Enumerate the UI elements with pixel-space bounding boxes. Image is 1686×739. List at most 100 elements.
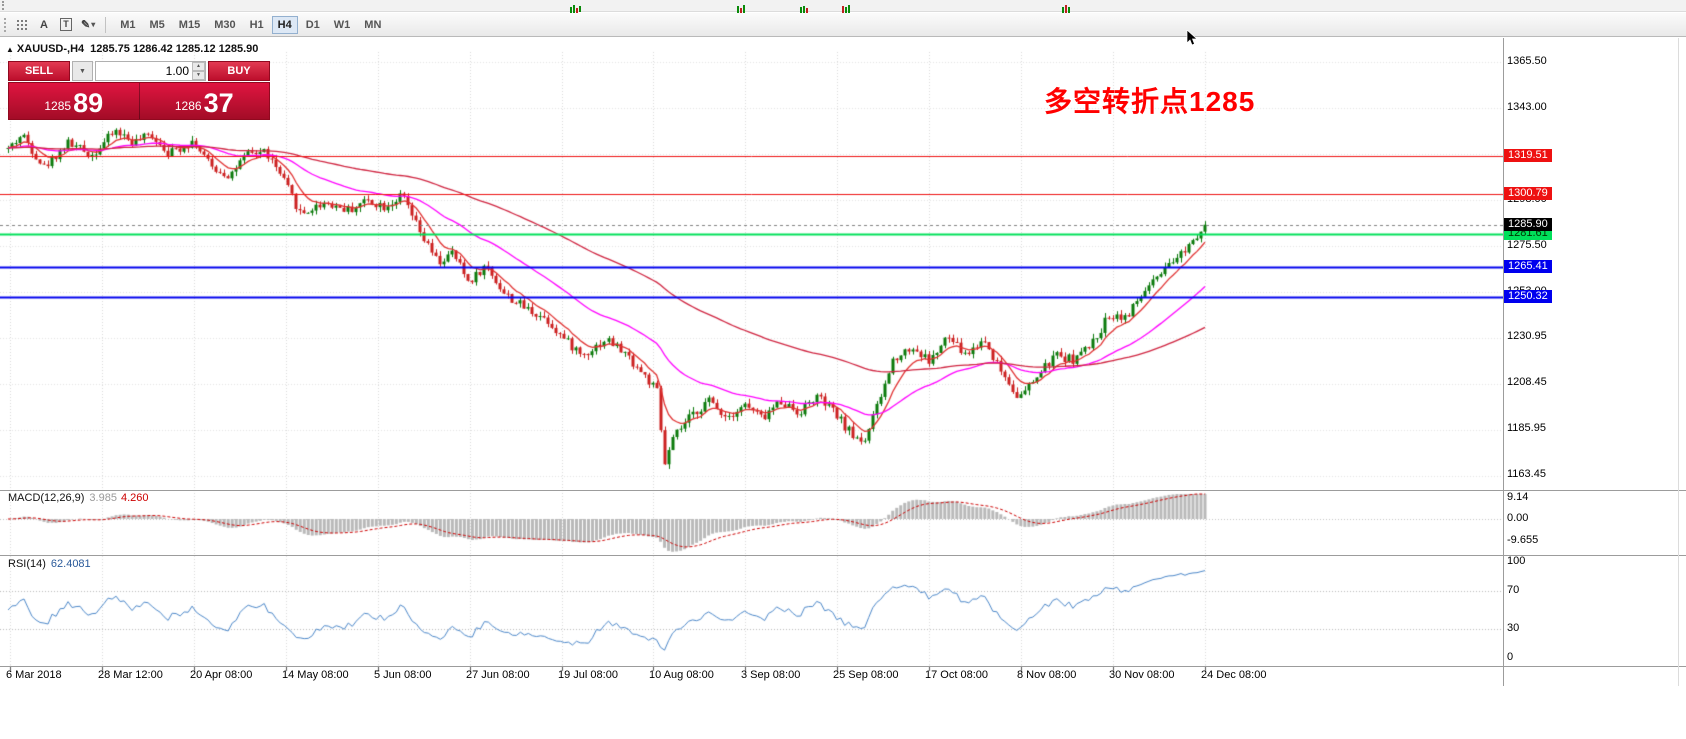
time-tick-label: 28 Mar 12:00: [98, 669, 163, 681]
bid-price[interactable]: 1285 89: [9, 83, 139, 119]
mini-chart-icon: [570, 1, 581, 13]
price-line-badge: 1250.32: [1504, 290, 1552, 303]
rsi-indicator-label: RSI(14) 62.4081: [8, 558, 91, 570]
timeframe-w1-button[interactable]: W1: [328, 16, 357, 34]
lot-value[interactable]: 1.00: [165, 64, 189, 78]
toolbar-drag-handle[interactable]: [2, 1, 4, 10]
time-tick-label: 27 Jun 08:00: [466, 669, 530, 681]
price-tick-label: 1185.95: [1507, 422, 1546, 434]
sell-button[interactable]: SELL: [8, 61, 70, 81]
bid-ask-display[interactable]: 1285 89 1286 37: [8, 82, 270, 120]
drawing-tool[interactable]: ✎ ▾: [78, 16, 98, 34]
rsi-axis-label: 70: [1507, 584, 1520, 596]
rsi-panel-splitter[interactable]: [0, 555, 1686, 556]
price-axis[interactable]: 1365.501343.001298.001275.501253.001230.…: [1504, 38, 1682, 686]
window-right-border: [1678, 38, 1679, 686]
text-label-tool[interactable]: T: [56, 16, 76, 34]
timeframe-group: M1 M5 M15 M30 H1 H4 D1 W1 MN: [113, 15, 388, 34]
price-line-badge: 1265.41: [1504, 260, 1552, 273]
time-tick-label: 8 Nov 08:00: [1017, 669, 1077, 681]
timeframe-mn-button[interactable]: MN: [358, 16, 387, 34]
bid-price-small: 1285: [44, 99, 72, 113]
time-axis[interactable]: 6 Mar 2018 28 Mar 12:00 20 Apr 08:00 14 May…: [0, 668, 1503, 686]
ask-price[interactable]: 1286 37: [138, 83, 270, 119]
buy-button[interactable]: BUY: [208, 61, 270, 81]
mini-chart-icon: [737, 1, 748, 13]
trade-controls-row: SELL ▼ 1.00 ▲ ▼ BUY: [8, 61, 270, 81]
macd-axis-label: -9.655: [1507, 534, 1539, 546]
time-tick-label: 14 May 08:00: [282, 669, 349, 681]
ask-price-big: 37: [203, 88, 234, 118]
mini-chart-icon: [800, 1, 811, 13]
lot-increase-button[interactable]: ▲: [192, 62, 205, 71]
price-tick-label: 1208.45: [1507, 376, 1547, 388]
lot-dropdown-button[interactable]: ▼: [72, 61, 93, 81]
macd-panel-splitter[interactable]: [0, 490, 1686, 491]
chevron-down-icon: ▼: [79, 67, 86, 75]
macd-axis-label: 0.00: [1507, 512, 1529, 524]
price-tick-label: 1163.45: [1507, 468, 1546, 480]
rsi-value: 62.4081: [50, 558, 91, 570]
price-chart-canvas[interactable]: [0, 38, 1503, 686]
time-tick-label: 19 Jul 08:00: [558, 669, 618, 681]
price-line-badge: 1319.51: [1504, 149, 1552, 162]
lot-size-field[interactable]: 1.00 ▲ ▼: [94, 61, 206, 81]
timeframe-d1-button[interactable]: D1: [300, 16, 326, 34]
rsi-axis-label: 100: [1507, 555, 1526, 567]
dots-grid-icon: [17, 19, 27, 30]
bid-price-big: 89: [73, 88, 104, 118]
timeframe-h4-button[interactable]: H4: [271, 15, 298, 34]
chart-annotation-text: 多空转折点1285: [1044, 86, 1256, 117]
crosshair-grid-icon[interactable]: [12, 16, 32, 34]
price-tick-label: 1275.50: [1507, 239, 1547, 251]
mouse-cursor: [1186, 30, 1198, 46]
mini-chart-icon: [1062, 1, 1073, 13]
time-tick-label: 5 Jun 08:00: [374, 669, 432, 681]
price-tick-label: 1343.00: [1507, 101, 1547, 113]
macd-main-value: 3.985: [89, 492, 117, 504]
price-line-badge: 1300.79: [1504, 187, 1552, 200]
time-axis-separator: [0, 666, 1686, 667]
price-axis-separator[interactable]: [1503, 38, 1504, 686]
timeframe-m5-button[interactable]: M5: [144, 16, 171, 34]
lot-decrease-button[interactable]: ▼: [192, 71, 205, 80]
lot-spinner: ▲ ▼: [192, 62, 205, 80]
collapse-triangle-icon[interactable]: ▲: [6, 45, 14, 54]
toolbar-separator: [105, 16, 107, 33]
symbol-ohlc-header: ▲ XAUUSD-,H4 1285.75 1286.42 1285.12 1285.…: [6, 43, 258, 55]
macd-signal-value: 4.260: [120, 492, 149, 504]
pencil-icon: ✎: [81, 19, 91, 31]
time-tick-label: 10 Aug 08:00: [649, 669, 714, 681]
ask-price-small: 1286: [174, 99, 202, 113]
rsi-axis-label: 0: [1507, 651, 1514, 663]
time-tick-label: 30 Nov 08:00: [1109, 669, 1175, 681]
macd-axis-label: 9.14: [1507, 491, 1529, 503]
one-click-trade-panel: SELL ▼ 1.00 ▲ ▼ BUY 1285 89 1286 37: [8, 61, 270, 120]
rsi-axis-label: 30: [1507, 622, 1520, 634]
text-label-glyph: T: [60, 18, 72, 31]
timeframe-m1-button[interactable]: M1: [114, 16, 141, 34]
timeframe-h1-button[interactable]: H1: [244, 16, 270, 34]
chevron-down-icon: ▾: [91, 20, 96, 29]
symbol-period-label: XAUUSD-,H4: [16, 43, 85, 55]
macd-indicator-label: MACD(12,26,9) 3.985 4.260: [8, 492, 148, 504]
macd-title: MACD(12,26,9): [8, 492, 85, 504]
time-tick-label: 6 Mar 2018: [6, 669, 62, 681]
top-toolbar-strip: [0, 0, 1686, 13]
time-tick-label: 24 Dec 08:00: [1201, 669, 1267, 681]
price-tick-label: 1365.50: [1507, 55, 1547, 67]
rsi-title: RSI(14): [8, 558, 46, 570]
time-tick-label: 25 Sep 08:00: [833, 669, 899, 681]
price-tick-label: 1230.95: [1507, 330, 1547, 342]
timeframe-m15-button[interactable]: M15: [173, 16, 206, 34]
timeframe-m30-button[interactable]: M30: [208, 16, 241, 34]
ohlc-values: 1285.75 1286.42 1285.12 1285.90: [90, 43, 259, 55]
current-price-badge: 1285.90: [1504, 218, 1552, 231]
time-tick-label: 17 Oct 08:00: [925, 669, 988, 681]
text-annotation-tool[interactable]: A: [34, 16, 54, 34]
time-tick-label: 3 Sep 08:00: [741, 669, 801, 681]
toolbar-drag-handle[interactable]: [4, 17, 6, 32]
main-toolbar: A T ✎ ▾ M1 M5 M15 M30 H1 H4 D1 W1 MN: [0, 13, 1686, 37]
mini-chart-icon: [842, 1, 853, 13]
